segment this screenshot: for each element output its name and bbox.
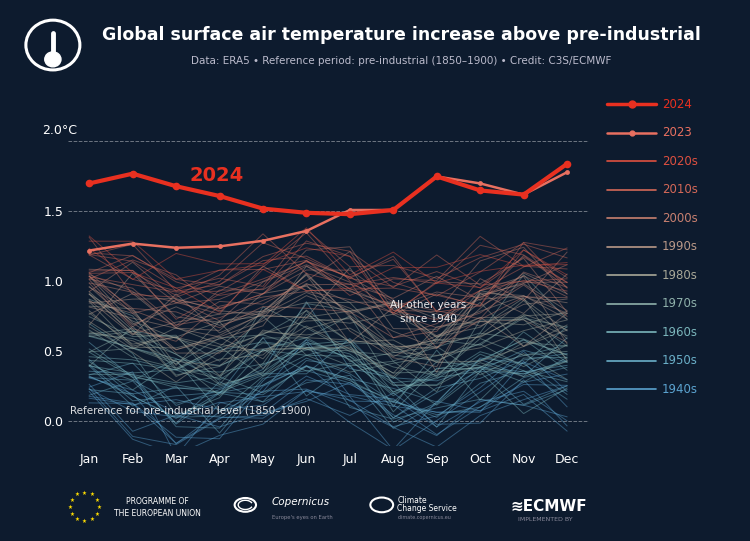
Text: Change Service: Change Service [398,504,458,513]
Text: Europe's eyes on Earth: Europe's eyes on Earth [272,515,332,520]
Text: 1960s: 1960s [662,326,698,339]
Text: ★: ★ [82,519,87,524]
Text: ★: ★ [89,492,94,497]
Text: 1970s: 1970s [662,297,698,311]
Text: Reference for pre-industrial level (1850–1900): Reference for pre-industrial level (1850… [70,406,310,415]
Text: ★: ★ [94,498,99,503]
Text: 1940s: 1940s [662,383,698,396]
Circle shape [45,52,61,67]
Text: 2024: 2024 [662,97,692,110]
Text: 2020s: 2020s [662,155,698,168]
Text: 2000s: 2000s [662,212,698,225]
Text: 2024: 2024 [189,166,243,184]
Text: IMPLEMENTED BY: IMPLEMENTED BY [518,517,572,522]
Text: 2010s: 2010s [662,183,698,196]
Text: ★: ★ [94,512,99,517]
Text: ★: ★ [96,505,101,510]
Text: ★: ★ [82,491,87,496]
Text: ★: ★ [89,517,94,522]
Text: Copernicus: Copernicus [272,497,330,507]
Text: Climate: Climate [398,496,427,505]
Text: climate.copernicus.eu: climate.copernicus.eu [398,515,451,520]
Text: 1980s: 1980s [662,269,698,282]
Text: PROGRAMME OF
THE EUROPEAN UNION: PROGRAMME OF THE EUROPEAN UNION [114,497,201,518]
Text: ★: ★ [68,505,73,510]
Text: ≋ECMWF: ≋ECMWF [510,498,586,513]
Text: ★: ★ [70,512,74,517]
Text: 1990s: 1990s [662,240,698,253]
Text: ★: ★ [75,517,80,522]
Text: ★: ★ [75,492,80,497]
Text: 2.0°C: 2.0°C [42,124,76,137]
Text: All other years
since 1940: All other years since 1940 [390,300,466,324]
Text: 2023: 2023 [662,126,692,139]
Text: Data: ERA5 • Reference period: pre-industrial (1850–1900) • Credit: C3S/ECMWF: Data: ERA5 • Reference period: pre-indus… [191,56,611,66]
Text: 1950s: 1950s [662,354,698,367]
Text: Global surface air temperature increase above pre-industrial: Global surface air temperature increase … [102,27,700,44]
Text: ★: ★ [70,498,74,503]
